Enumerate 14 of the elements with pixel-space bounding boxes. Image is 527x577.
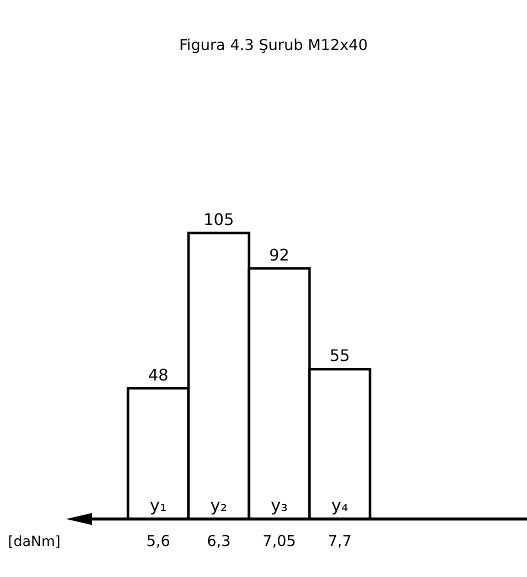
x-tick-label: 7,05 [262, 532, 296, 550]
annotation: y₁ [150, 496, 167, 516]
data-label: 105 [203, 210, 234, 229]
x-axis-title: [daNm] [8, 534, 60, 550]
data-label: 55 [330, 346, 350, 366]
annotation: y₂ [210, 496, 228, 516]
data-label: 48 [148, 365, 168, 384]
chart-title: Figura 4.3 Şurub M12x40 [179, 36, 368, 54]
data-label: 92 [269, 245, 290, 264]
annotation: y₄ [331, 496, 348, 516]
x-tick-label: 7,7 [328, 532, 352, 550]
annotation: y₃ [270, 496, 288, 516]
x-tick-label: 6,3 [206, 532, 231, 550]
x-tick-label: 5,6 [146, 532, 170, 550]
